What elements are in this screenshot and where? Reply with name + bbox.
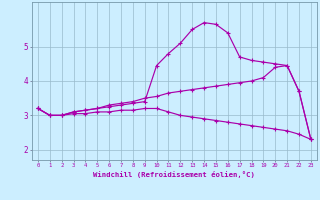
X-axis label: Windchill (Refroidissement éolien,°C): Windchill (Refroidissement éolien,°C) (93, 171, 255, 178)
